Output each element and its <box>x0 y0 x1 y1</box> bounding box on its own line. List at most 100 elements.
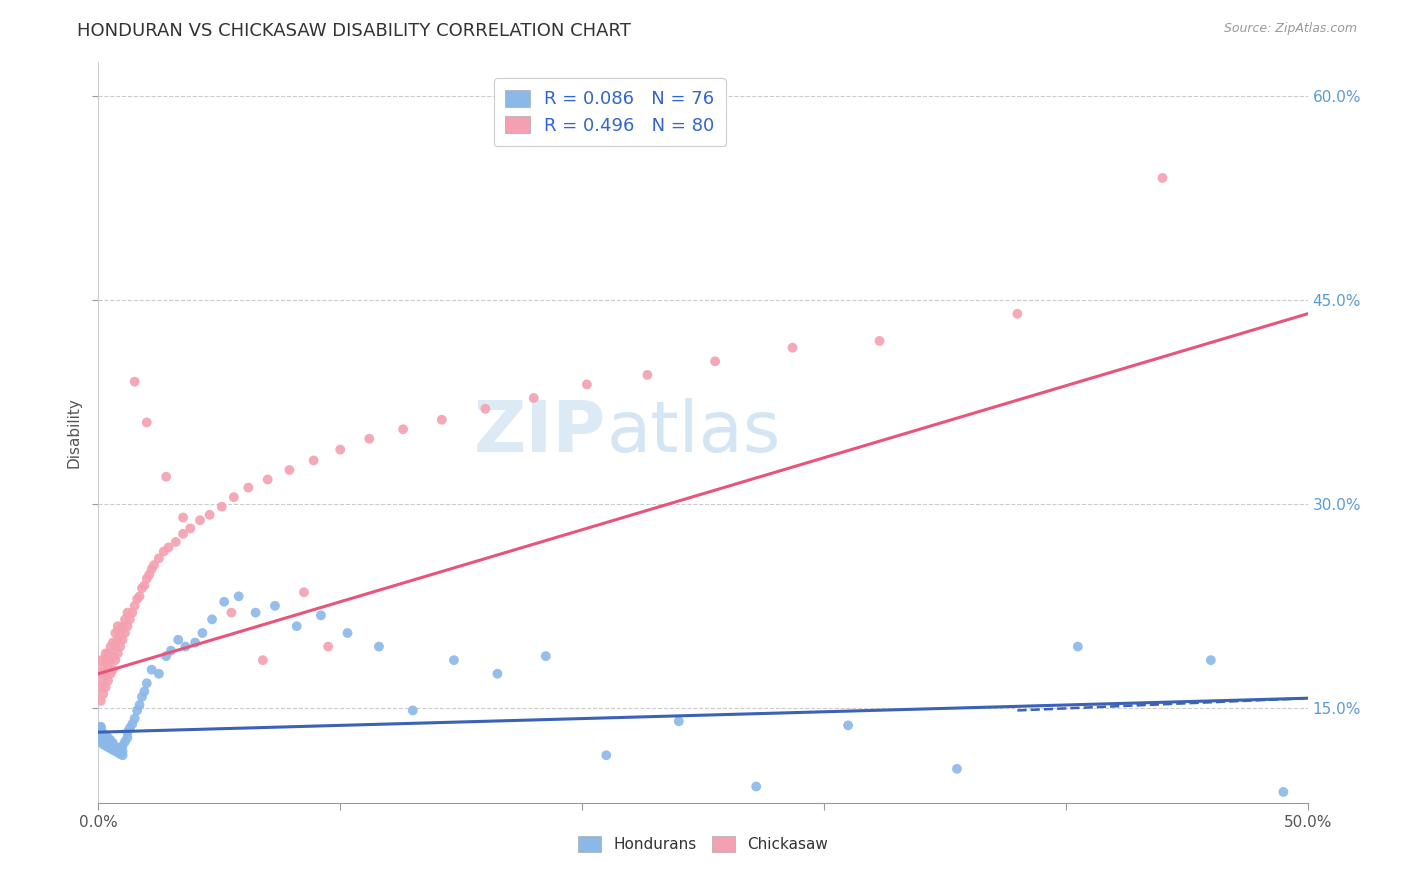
Point <box>101 739 124 753</box>
Point <box>141 562 163 576</box>
Point <box>157 541 180 555</box>
Point <box>316 640 339 654</box>
Point <box>97 673 120 688</box>
Point <box>184 635 207 649</box>
Point <box>104 640 127 654</box>
Point <box>309 608 332 623</box>
Point <box>107 741 129 756</box>
Point <box>221 606 243 620</box>
Point <box>134 578 156 592</box>
Point <box>198 508 221 522</box>
Point <box>336 626 359 640</box>
Point <box>90 731 112 746</box>
Point <box>94 733 117 747</box>
Point <box>104 653 127 667</box>
Point <box>252 653 274 667</box>
Point <box>121 606 143 620</box>
Point <box>97 740 120 755</box>
Point <box>135 676 157 690</box>
Point <box>90 720 112 734</box>
Point <box>135 416 157 430</box>
Point <box>100 733 122 747</box>
Point <box>94 739 117 753</box>
Point <box>143 558 166 572</box>
Point <box>292 585 315 599</box>
Point <box>94 681 117 695</box>
Y-axis label: Disability: Disability <box>66 397 82 468</box>
Point <box>131 690 153 704</box>
Point <box>94 666 117 681</box>
Point <box>392 422 415 436</box>
Point <box>368 640 391 654</box>
Point <box>117 731 139 745</box>
Point <box>104 740 127 755</box>
Point <box>94 736 117 750</box>
Point <box>117 606 139 620</box>
Text: ZIP: ZIP <box>474 398 606 467</box>
Point <box>1067 640 1090 654</box>
Point <box>100 741 122 756</box>
Point <box>91 660 114 674</box>
Point <box>101 743 124 757</box>
Point <box>111 632 134 647</box>
Point <box>91 734 114 748</box>
Point <box>90 725 112 739</box>
Point <box>91 729 114 743</box>
Point <box>108 741 131 756</box>
Point <box>191 626 214 640</box>
Point <box>101 736 124 750</box>
Point <box>90 694 112 708</box>
Point <box>97 731 120 745</box>
Point <box>91 673 114 688</box>
Point <box>595 748 617 763</box>
Point <box>172 526 194 541</box>
Point <box>152 544 174 558</box>
Point <box>167 632 190 647</box>
Point <box>111 744 134 758</box>
Point <box>90 728 112 742</box>
Point <box>97 738 120 752</box>
Point <box>256 473 278 487</box>
Point <box>91 738 114 752</box>
Point <box>114 734 136 748</box>
Point <box>94 646 117 660</box>
Point <box>278 463 301 477</box>
Point <box>90 731 112 745</box>
Point <box>107 619 129 633</box>
Point <box>135 572 157 586</box>
Point <box>201 612 224 626</box>
Point <box>107 746 129 760</box>
Point <box>245 606 267 620</box>
Point <box>100 666 122 681</box>
Point <box>745 780 768 794</box>
Point <box>111 748 134 763</box>
Point <box>172 510 194 524</box>
Point <box>131 581 153 595</box>
Point <box>486 666 509 681</box>
Point <box>124 375 146 389</box>
Point <box>127 592 149 607</box>
Point <box>165 535 187 549</box>
Point <box>1272 785 1295 799</box>
Point <box>155 649 177 664</box>
Point <box>474 401 496 416</box>
Point <box>114 612 136 626</box>
Point <box>90 734 112 748</box>
Point <box>97 660 120 674</box>
Point <box>114 626 136 640</box>
Point <box>94 653 117 667</box>
Point <box>285 619 308 633</box>
Point <box>94 731 117 745</box>
Point <box>575 377 598 392</box>
Point <box>134 684 156 698</box>
Point <box>100 738 122 752</box>
Point <box>90 653 112 667</box>
Text: Source: ZipAtlas.com: Source: ZipAtlas.com <box>1223 22 1357 36</box>
Point <box>108 640 131 654</box>
Point <box>91 726 114 740</box>
Point <box>228 590 250 604</box>
Point <box>329 442 352 457</box>
Point <box>1199 653 1222 667</box>
Point <box>118 612 141 626</box>
Point <box>523 391 546 405</box>
